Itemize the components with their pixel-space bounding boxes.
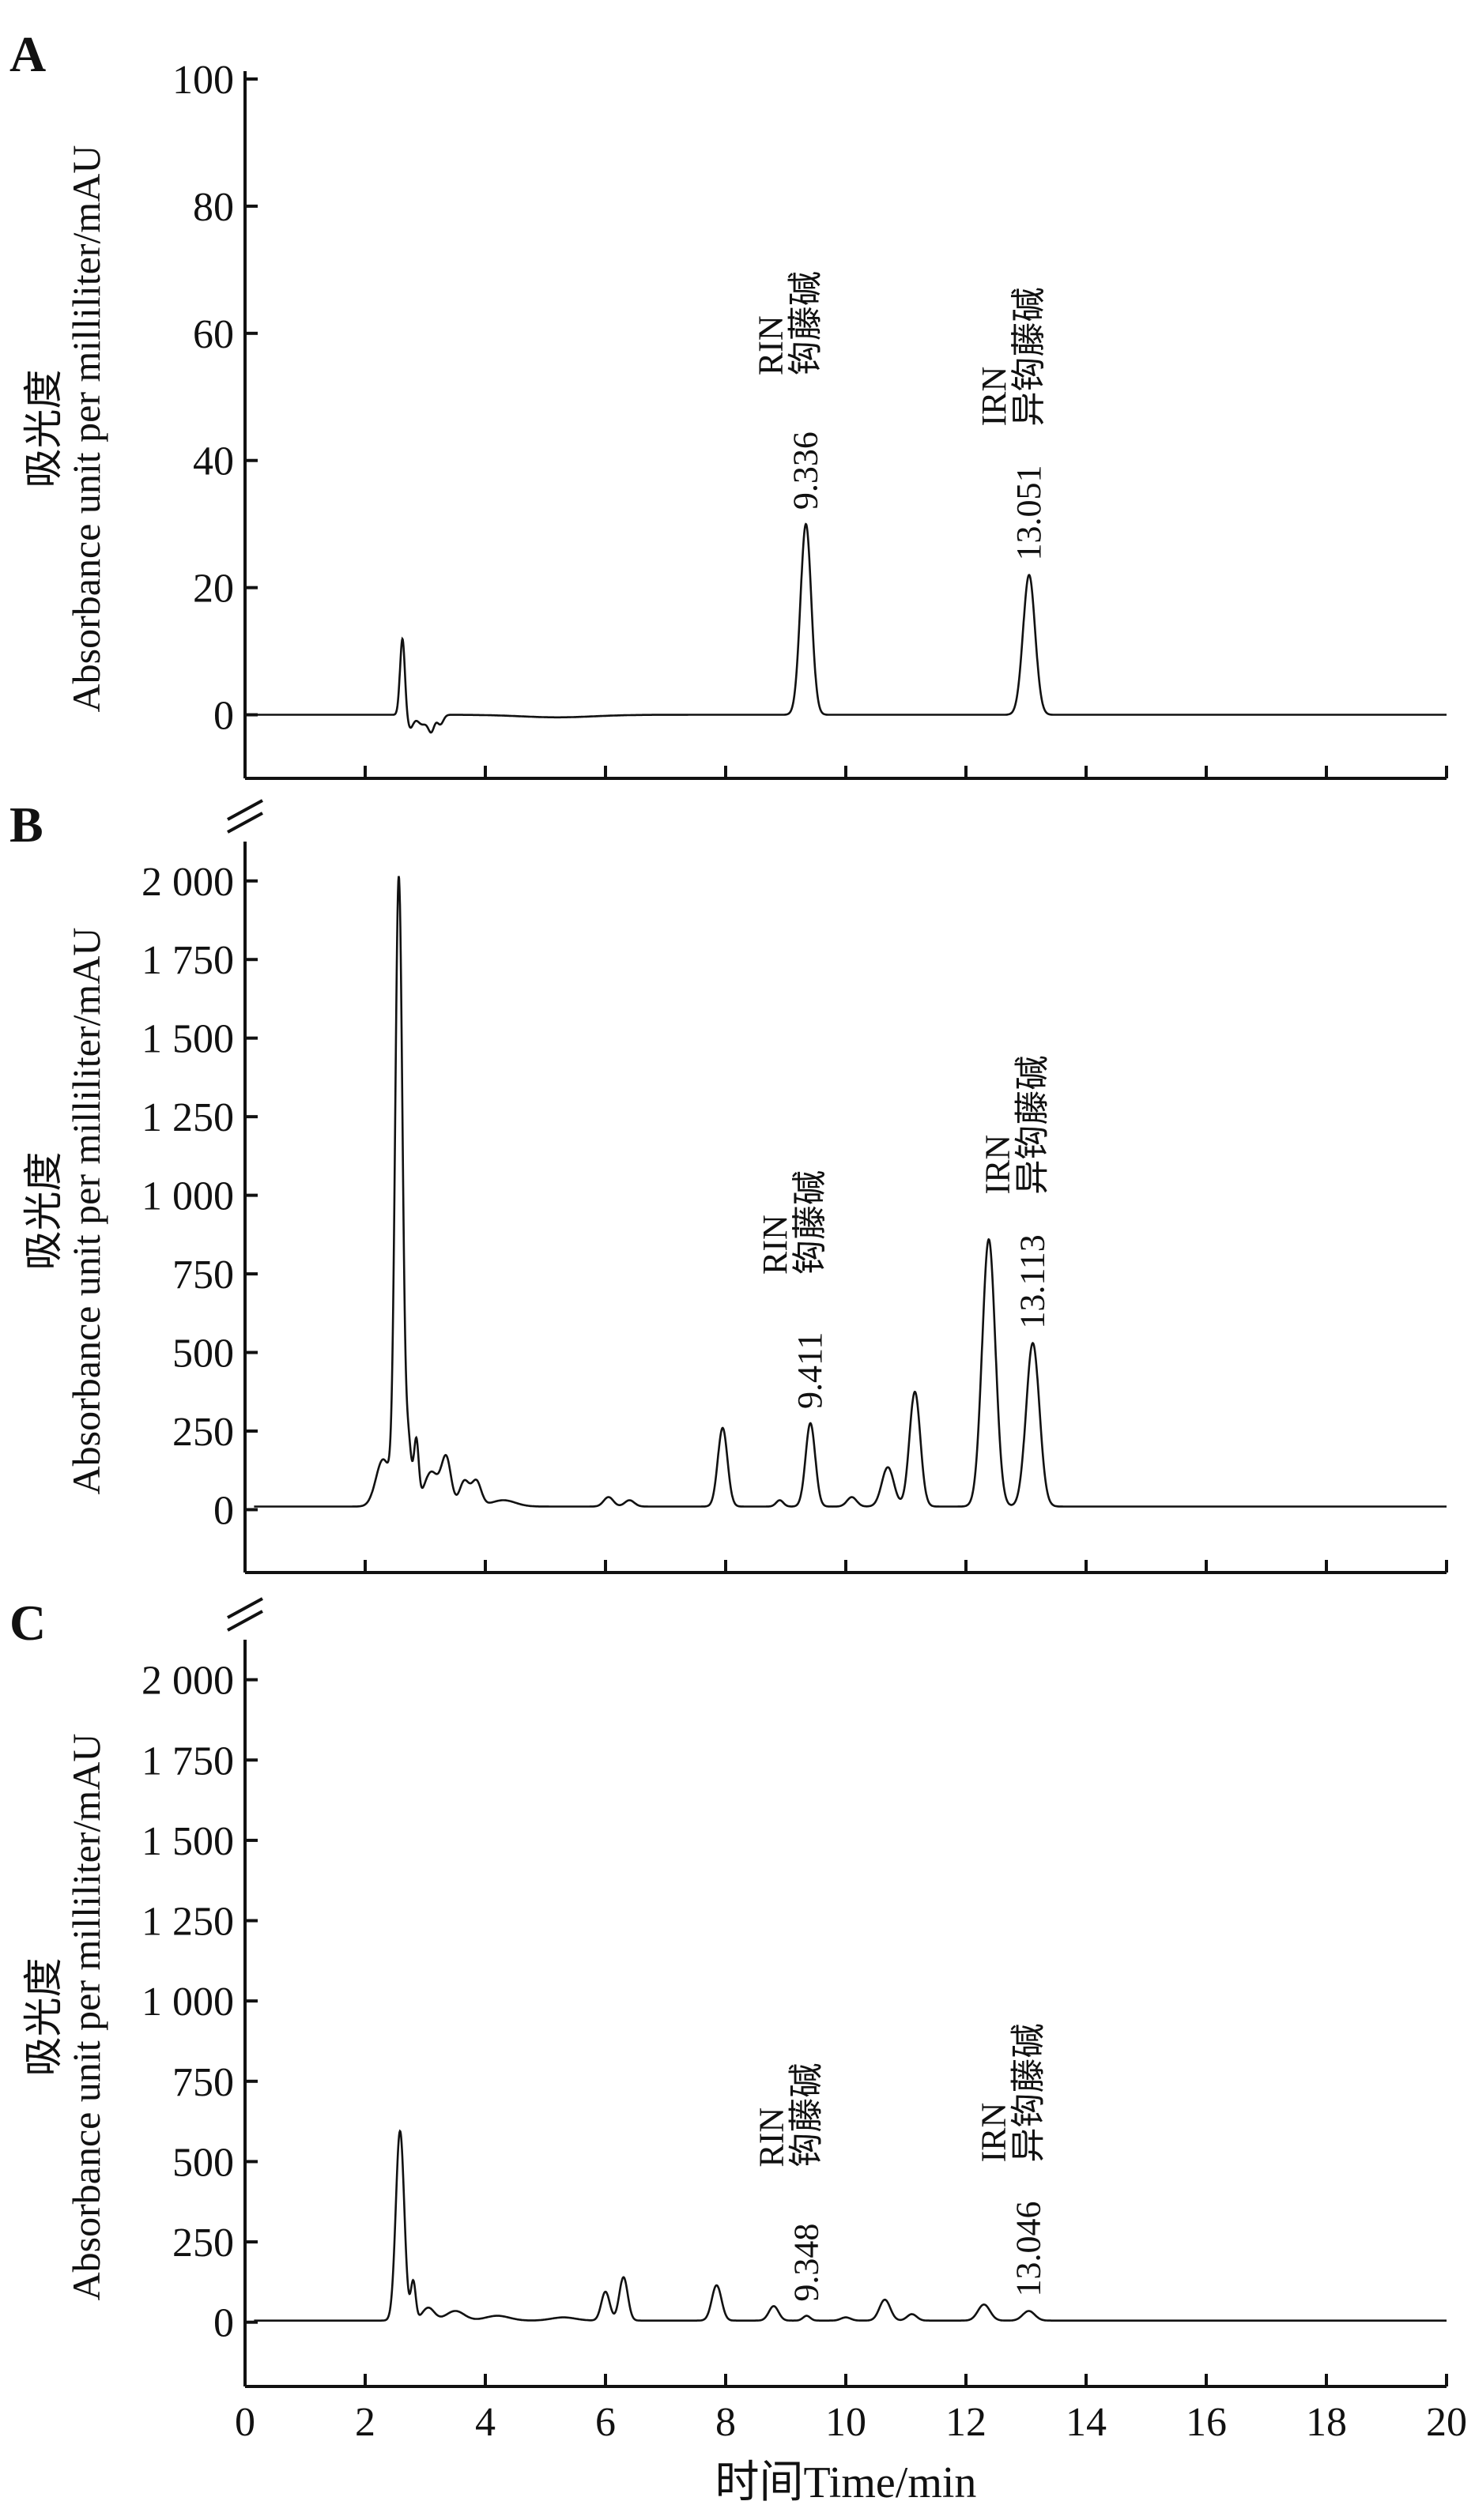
y-tick-label: 1 500 <box>141 1017 234 1062</box>
peak-compound-name: 异钩藤碱 <box>1009 2023 1047 2162</box>
x-tick-label: 6 <box>595 2400 616 2445</box>
x-tick-label: 10 <box>825 2400 866 2445</box>
y-tick-label: 2 000 <box>141 860 234 905</box>
peak-retention-time: 9.336 <box>787 431 825 510</box>
peak-compound-code: IRN <box>979 1135 1017 1195</box>
y-tick-label: 80 <box>193 185 234 230</box>
y-axis-title-en: Absorbance unit per milliliter/mAU <box>64 1734 108 2301</box>
panel-b: 0 250 500 750 1 000 1 250 1 500 1 750 2 000 B 吸光度A… <box>9 797 1448 1574</box>
y-tick-label: 60 <box>193 312 234 357</box>
peak-compound-code: RIN <box>752 315 790 375</box>
y-tick-label: 1 000 <box>141 1174 234 1219</box>
y-tick-label: 0 <box>213 694 234 739</box>
y-tick-label: 1 250 <box>141 1900 234 1945</box>
peak-retention-time: 13.113 <box>1013 1234 1052 1328</box>
x-tick-label: 2 <box>355 2400 375 2445</box>
peak-compound-name: 异钩藤碱 <box>1009 288 1048 427</box>
x-tick-label: 20 <box>1426 2400 1467 2445</box>
peak-retention-time: 13.046 <box>1009 2201 1047 2296</box>
chromatogram-trace <box>254 522 1447 734</box>
y-tick-label: 20 <box>193 567 234 612</box>
y-tick-label: 750 <box>172 2060 234 2105</box>
panel-label: B <box>9 797 43 853</box>
y-tick-label: 250 <box>172 2221 234 2266</box>
chromatogram-trace <box>254 876 1447 1508</box>
y-tick-label: 750 <box>172 1252 234 1298</box>
y-tick-label: 250 <box>172 1410 234 1455</box>
peak-compound-code: RIN <box>756 1215 794 1275</box>
y-tick-label: 1 250 <box>141 1095 234 1140</box>
y-axis-title-cn: 吸光度 <box>21 370 66 488</box>
x-tick-label: 4 <box>475 2400 496 2445</box>
y-axis-title-cn: 吸光度 <box>21 1152 66 1271</box>
y-axis-title-cn: 吸光度 <box>21 1958 66 2077</box>
panel-label: A <box>9 26 46 82</box>
y-tick-label: 1 750 <box>141 1738 234 1784</box>
peak-compound-name: 异钩藤碱 <box>1013 1056 1052 1195</box>
peak-compound-code: IRN <box>975 367 1013 427</box>
chromatogram-trace <box>254 2129 1447 2322</box>
axis-break-mark <box>227 799 263 821</box>
x-tick-label: 0 <box>235 2400 255 2445</box>
x-tick-label: 14 <box>1066 2400 1107 2445</box>
x-axis-title: 时间Time/min <box>715 2458 977 2507</box>
y-tick-label: 0 <box>213 1488 234 1533</box>
peak-compound-name: 钩藤碱 <box>790 1170 829 1275</box>
axis-break-mark <box>227 1610 263 1632</box>
peak-retention-time: 9.411 <box>790 1332 829 1409</box>
x-tick-label: 18 <box>1306 2400 1347 2445</box>
y-tick-label: 500 <box>172 1332 234 1377</box>
peak-compound-code: IRN <box>974 2103 1013 2163</box>
y-tick-label: 40 <box>193 439 234 484</box>
y-tick-label: 0 <box>213 2301 234 2346</box>
y-tick-label: 500 <box>172 2140 234 2185</box>
y-tick-label: 1 500 <box>141 1819 234 1864</box>
y-tick-label: 2 000 <box>141 1659 234 1704</box>
y-tick-label: 100 <box>172 58 234 103</box>
x-tick-label: 8 <box>715 2400 736 2445</box>
axis-break-mark <box>227 1597 263 1619</box>
peak-compound-name: 钩藤碱 <box>787 2063 825 2168</box>
peak-retention-time: 9.348 <box>787 2224 825 2302</box>
peak-compound-code: RIN <box>752 2108 790 2168</box>
y-tick-label: 1 750 <box>141 938 234 983</box>
axis-break-mark <box>227 812 263 834</box>
x-tick-label: 16 <box>1186 2400 1227 2445</box>
x-tick-label: 12 <box>945 2400 986 2445</box>
y-axis-title-en: Absorbance unit per milliliter/mAU <box>64 928 108 1495</box>
panel-label: C <box>9 1595 46 1651</box>
panel-c: 0 250 500 750 1 000 1 250 1 500 1 750 2 000 0 2 4 6 8… <box>9 1595 1467 2507</box>
y-axis-title-en: Absorbance unit per milliliter/mAU <box>64 145 108 713</box>
peak-retention-time: 13.051 <box>1009 465 1048 561</box>
y-tick-label: 1 000 <box>141 1979 234 2025</box>
peak-compound-name: 钩藤碱 <box>787 271 825 375</box>
